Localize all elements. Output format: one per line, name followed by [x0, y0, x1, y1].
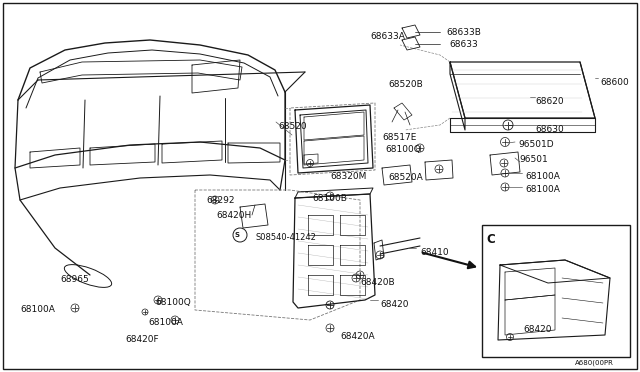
Text: 68600: 68600: [600, 78, 628, 87]
Text: 96501: 96501: [519, 155, 548, 164]
Text: 68420A: 68420A: [340, 332, 374, 341]
Text: 68965: 68965: [60, 275, 89, 284]
Text: A680(00PR: A680(00PR: [575, 360, 614, 366]
Text: 68292: 68292: [206, 196, 234, 205]
Text: C: C: [486, 233, 495, 246]
Text: 68520: 68520: [278, 122, 307, 131]
Text: 68633: 68633: [449, 40, 477, 49]
Text: 68633B: 68633B: [446, 28, 481, 37]
Text: 68517E: 68517E: [382, 133, 417, 142]
Text: 68420H: 68420H: [216, 211, 252, 220]
Text: S: S: [234, 232, 239, 238]
Text: 68320M: 68320M: [330, 172, 366, 181]
Text: 68420: 68420: [523, 325, 552, 334]
Text: 68410: 68410: [420, 248, 449, 257]
Text: 68633A: 68633A: [370, 32, 405, 41]
Text: 68420F: 68420F: [125, 335, 159, 344]
Text: 68100A: 68100A: [148, 318, 183, 327]
Text: 68630: 68630: [535, 125, 564, 134]
Text: 68520A: 68520A: [388, 173, 423, 182]
Text: 68100Q: 68100Q: [155, 298, 191, 307]
Text: 68420B: 68420B: [360, 278, 395, 287]
Text: S08540-41242: S08540-41242: [255, 233, 316, 242]
Text: 68620: 68620: [535, 97, 564, 106]
Text: 68100B: 68100B: [312, 194, 347, 203]
Text: 68100Q: 68100Q: [385, 145, 420, 154]
Text: 96501D: 96501D: [518, 140, 554, 149]
Text: 68100A: 68100A: [525, 172, 560, 181]
Text: 68100A: 68100A: [525, 185, 560, 194]
Bar: [482, 225, 630, 357]
Text: 68520B: 68520B: [388, 80, 423, 89]
Text: 68100A: 68100A: [20, 305, 55, 314]
Text: 68420: 68420: [380, 300, 408, 309]
